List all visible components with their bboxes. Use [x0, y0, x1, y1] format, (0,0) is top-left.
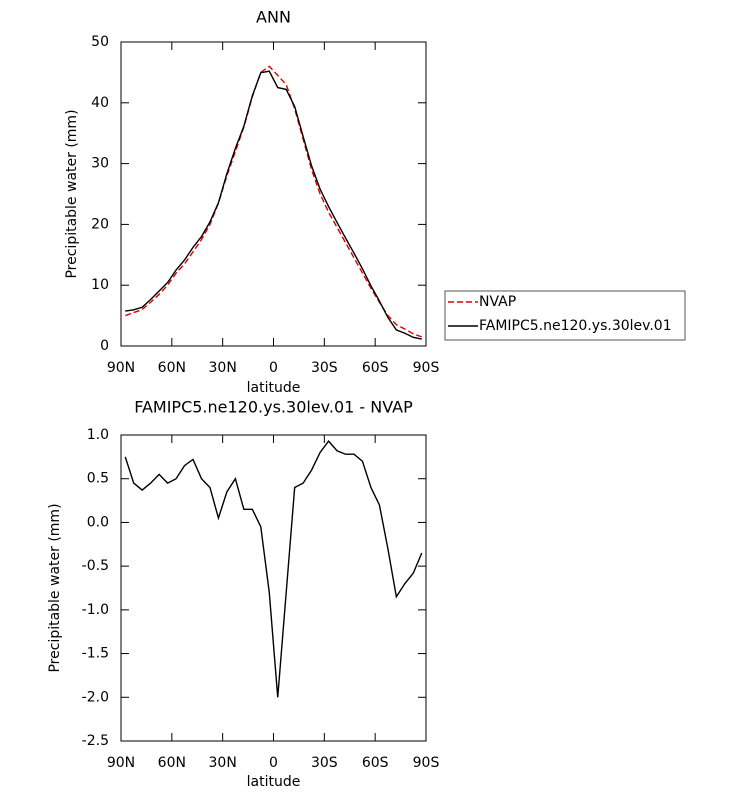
y-axis-label: Precipitable water (mm)	[47, 503, 63, 672]
x-tick-label: 60N	[158, 360, 186, 376]
data-line	[125, 70, 422, 340]
x-tick-label: 90S	[413, 360, 440, 376]
y-tick-label: -2.5	[82, 733, 109, 749]
x-tick-label: 90S	[413, 755, 440, 771]
x-tick-label: 0	[269, 755, 278, 771]
y-tick-label: 0	[100, 338, 109, 354]
x-tick-label: 90N	[107, 360, 135, 376]
x-tick-label: 60S	[362, 360, 389, 376]
plot-frame	[120, 434, 427, 742]
y-tick-label: 0.5	[87, 471, 109, 487]
x-tick-label: 30S	[311, 360, 338, 376]
legend-box	[444, 290, 686, 341]
x-tick-label: 60N	[158, 755, 186, 771]
x-tick-label: 30S	[311, 755, 338, 771]
plot-frame	[120, 41, 427, 347]
y-tick-label: 0.0	[87, 514, 109, 530]
y-tick-label: -2.0	[82, 689, 109, 705]
y-tick-label: 10	[91, 277, 109, 293]
legend-label: FAMIPC5.ne120.ys.30lev.01	[479, 318, 672, 334]
x-axis-label: latitude	[247, 774, 301, 790]
y-tick-label: 40	[91, 95, 109, 111]
chart-title: ANN	[256, 8, 291, 27]
y-tick-label: 30	[91, 156, 109, 172]
y-tick-label: -1.5	[82, 646, 109, 662]
y-tick-label: 50	[91, 34, 109, 50]
x-tick-label: 60S	[362, 755, 389, 771]
x-axis-label: latitude	[247, 380, 301, 396]
chart-title: FAMIPC5.ne120.ys.30lev.01 - NVAP	[134, 398, 413, 417]
data-line	[125, 65, 422, 338]
x-tick-label: 90N	[107, 755, 135, 771]
x-tick-label: 30N	[209, 755, 237, 771]
x-tick-label: 0	[269, 360, 278, 376]
y-tick-label: 20	[91, 216, 109, 232]
y-tick-label: -1.0	[82, 602, 109, 618]
legend-label: NVAP	[479, 294, 516, 310]
x-tick-label: 30N	[209, 360, 237, 376]
y-tick-label: 1.0	[87, 427, 109, 443]
y-axis-label: Precipitable water (mm)	[64, 109, 80, 278]
data-line	[124, 440, 423, 698]
y-tick-label: -0.5	[82, 558, 109, 574]
